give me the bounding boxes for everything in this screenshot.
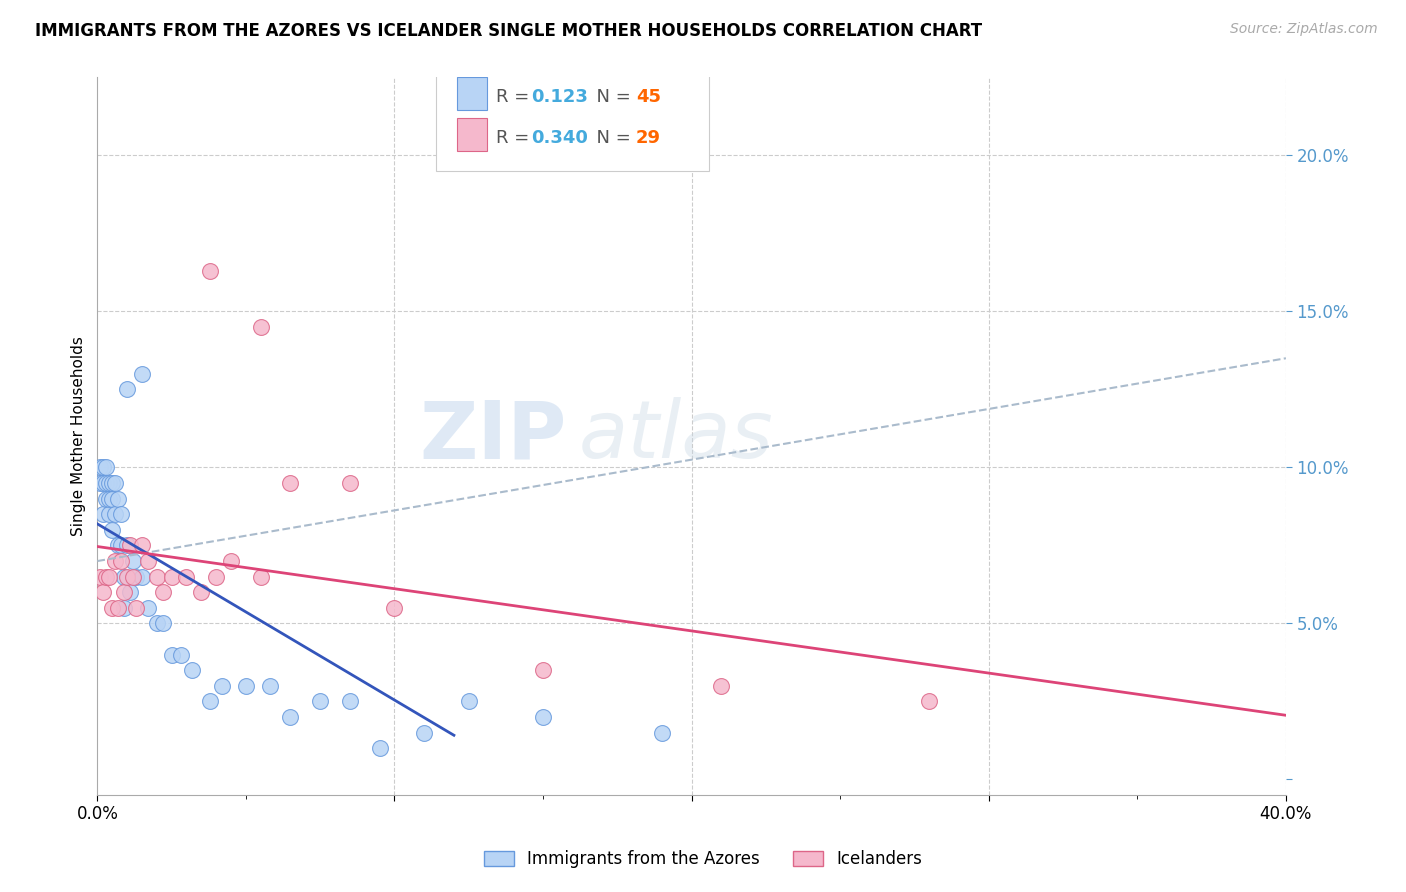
Point <box>91 460 114 475</box>
Point <box>152 585 174 599</box>
Point <box>98 569 121 583</box>
Point <box>200 694 222 708</box>
Text: 0.123: 0.123 <box>531 87 588 106</box>
Point <box>531 710 554 724</box>
Point <box>169 648 191 662</box>
Point <box>125 569 148 583</box>
Text: 0.340: 0.340 <box>531 128 588 146</box>
Point <box>339 694 361 708</box>
Point <box>160 569 183 583</box>
Point <box>104 554 127 568</box>
Point <box>115 538 138 552</box>
Point <box>384 600 406 615</box>
Point <box>104 476 127 491</box>
Point <box>249 320 271 334</box>
Point <box>249 569 271 583</box>
Point <box>115 569 138 583</box>
Point <box>152 616 174 631</box>
Text: R =: R = <box>495 87 534 106</box>
Point <box>368 741 391 756</box>
Point <box>136 600 159 615</box>
Point <box>89 476 111 491</box>
Point <box>91 508 114 522</box>
Point <box>235 679 257 693</box>
Point <box>101 600 124 615</box>
Text: R =: R = <box>495 128 534 146</box>
Text: 45: 45 <box>636 87 661 106</box>
Point <box>98 476 121 491</box>
Point <box>176 569 198 583</box>
Point <box>89 569 111 583</box>
Y-axis label: Single Mother Households: Single Mother Households <box>72 336 86 536</box>
Text: N =: N = <box>585 128 636 146</box>
Point <box>112 585 135 599</box>
Point <box>91 585 114 599</box>
Point <box>101 476 124 491</box>
Point <box>710 679 733 693</box>
Point <box>104 508 127 522</box>
Point <box>131 569 153 583</box>
Point <box>200 264 222 278</box>
Point <box>146 569 169 583</box>
Text: ZIP: ZIP <box>419 397 567 475</box>
Point <box>118 538 141 552</box>
Point <box>91 476 114 491</box>
Point <box>122 569 145 583</box>
Point <box>531 663 554 677</box>
Text: N =: N = <box>585 87 636 106</box>
Point <box>89 460 111 475</box>
Point <box>107 538 129 552</box>
Point <box>107 600 129 615</box>
Point <box>309 694 332 708</box>
Point <box>110 508 132 522</box>
Point <box>98 508 121 522</box>
Point <box>96 491 118 506</box>
Text: IMMIGRANTS FROM THE AZORES VS ICELANDER SINGLE MOTHER HOUSEHOLDS CORRELATION CHA: IMMIGRANTS FROM THE AZORES VS ICELANDER … <box>35 22 983 40</box>
Point <box>118 585 141 599</box>
Point <box>98 491 121 506</box>
Point <box>457 694 479 708</box>
Point <box>112 600 135 615</box>
Point <box>918 694 941 708</box>
Point <box>280 710 302 724</box>
Text: 29: 29 <box>636 128 661 146</box>
FancyBboxPatch shape <box>457 119 488 151</box>
Point <box>96 476 118 491</box>
Legend: Immigrants from the Azores, Icelanders: Immigrants from the Azores, Icelanders <box>477 844 929 875</box>
Point <box>181 663 204 677</box>
Point <box>110 554 132 568</box>
Point <box>131 538 153 552</box>
Point <box>136 554 159 568</box>
Point <box>122 554 145 568</box>
Text: atlas: atlas <box>579 397 773 475</box>
Point <box>211 679 233 693</box>
Point <box>112 569 135 583</box>
Point <box>146 616 169 631</box>
Point <box>160 648 183 662</box>
FancyBboxPatch shape <box>457 78 488 110</box>
Point <box>131 367 153 381</box>
Point <box>96 460 118 475</box>
Point <box>259 679 281 693</box>
Point <box>107 491 129 506</box>
Point <box>125 600 148 615</box>
Point <box>101 491 124 506</box>
FancyBboxPatch shape <box>436 56 710 170</box>
Point <box>339 476 361 491</box>
Point <box>651 725 673 739</box>
Point <box>110 538 132 552</box>
Text: Source: ZipAtlas.com: Source: ZipAtlas.com <box>1230 22 1378 37</box>
Point <box>413 725 436 739</box>
Point <box>219 554 242 568</box>
Point <box>115 383 138 397</box>
Point <box>190 585 212 599</box>
Point <box>205 569 228 583</box>
Point <box>101 523 124 537</box>
Point <box>280 476 302 491</box>
Point <box>96 569 118 583</box>
